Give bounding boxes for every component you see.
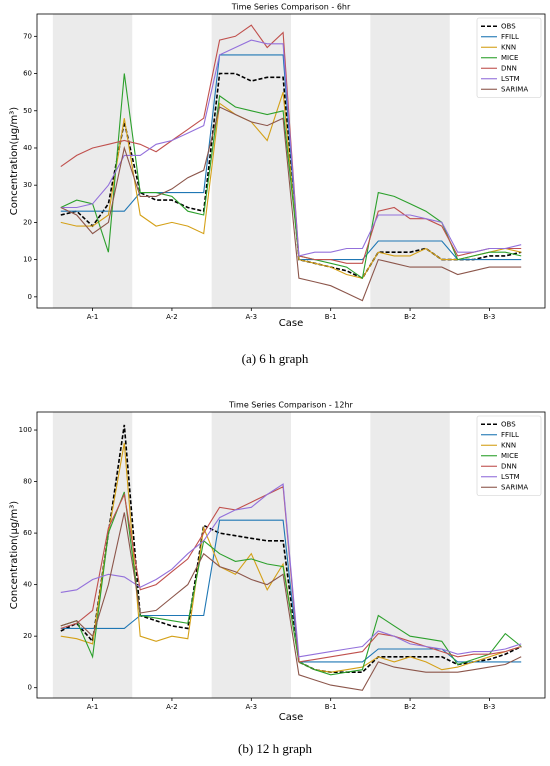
x-tick-label: A-3	[246, 313, 258, 321]
x-tick-label: B-3	[484, 703, 496, 711]
series-line	[60, 39, 522, 257]
y-tick-label: 50	[23, 107, 32, 115]
y-tick-label: 20	[23, 218, 32, 226]
legend-label: OBS	[501, 22, 516, 30]
x-tick-label: A-1	[87, 313, 99, 321]
x-tick-label: A-3	[246, 703, 258, 711]
y-tick-label: 60	[23, 529, 32, 537]
x-tick-label: B-2	[404, 313, 416, 321]
x-tick-label: A-2	[166, 313, 178, 321]
shaded-band	[370, 412, 450, 698]
y-tick-label: 100	[19, 426, 32, 434]
legend-label: OBS	[501, 420, 516, 428]
plot-frame	[36, 411, 546, 699]
legend-label: KNN	[501, 43, 516, 51]
legend-box	[476, 17, 542, 98]
legend-label: LSTM	[501, 473, 520, 481]
chart-title: Time Series Comparison - 12hr	[228, 401, 353, 410]
y-axis-label: Concentration(μg/m³)	[9, 501, 20, 609]
y-tick-label: 40	[23, 144, 32, 152]
series-line	[60, 92, 522, 279]
legend-label: FFILL	[501, 33, 519, 41]
y-tick-label: 0	[28, 684, 32, 692]
series-line	[60, 483, 522, 658]
legend-label: MICE	[501, 54, 518, 62]
y-tick-label: 80	[23, 478, 32, 486]
legend-label: KNN	[501, 441, 516, 449]
legend-label: DNN	[501, 64, 517, 72]
legend-label: MICE	[501, 452, 518, 460]
y-tick-label: 30	[23, 181, 32, 189]
x-tick-label: A-2	[166, 703, 178, 711]
x-tick-label: B-2	[404, 703, 416, 711]
x-axis-label: Case	[279, 712, 303, 723]
series-line	[60, 106, 522, 302]
caption: (a) 6 h graph	[242, 351, 309, 366]
legend-label: FFILL	[501, 431, 519, 439]
plot-frame	[36, 13, 546, 309]
legend-box	[476, 415, 542, 496]
shaded-band	[211, 14, 291, 308]
legend-label: DNN	[501, 462, 517, 470]
series-line	[60, 519, 522, 663]
caption: (b) 12 h graph	[238, 741, 313, 756]
series-line	[60, 424, 522, 673]
shaded-band	[370, 14, 450, 308]
y-tick-label: 10	[23, 256, 32, 264]
x-tick-label: B-3	[484, 313, 496, 321]
series-line	[60, 512, 522, 691]
legend-label: SARIMA	[501, 483, 528, 491]
y-tick-label: 40	[23, 581, 32, 589]
legend-label: SARIMA	[501, 85, 528, 93]
legend-label: LSTM	[501, 75, 520, 83]
y-axis-label: Concentration(μg/m³)	[9, 107, 20, 215]
x-tick-label: B-1	[325, 703, 337, 711]
x-tick-label: A-1	[87, 703, 99, 711]
y-tick-label: 20	[23, 632, 32, 640]
x-axis-label: Case	[279, 318, 303, 329]
chart-title: Time Series Comparison - 6hr	[231, 3, 351, 12]
x-tick-label: B-1	[325, 313, 337, 321]
y-tick-label: 60	[23, 70, 32, 78]
y-tick-label: 0	[28, 293, 32, 301]
shaded-band	[52, 14, 133, 308]
y-tick-label: 70	[23, 32, 32, 40]
series-line	[60, 73, 522, 280]
